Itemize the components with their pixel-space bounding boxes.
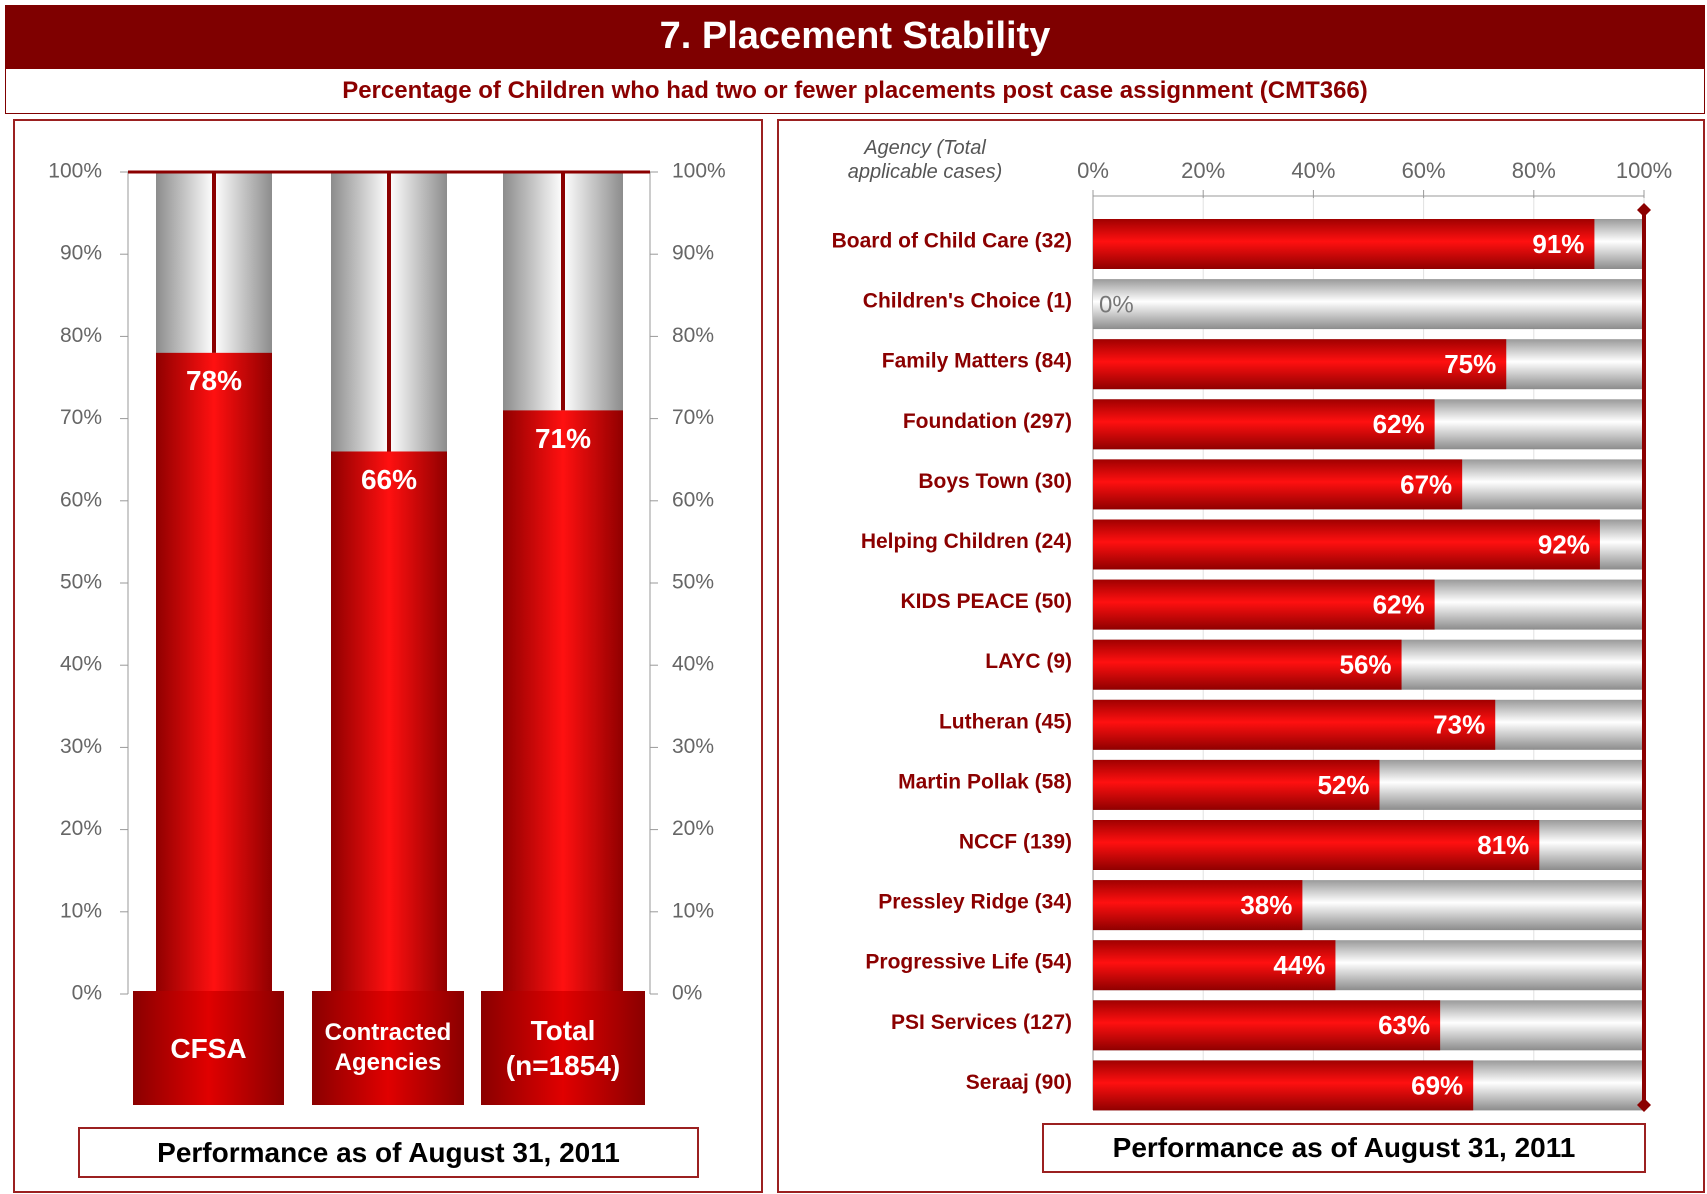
category-label: LAYC (9): [985, 650, 1072, 673]
value-label: 0%: [1099, 291, 1134, 318]
value-label: 62%: [1373, 589, 1425, 619]
bar: [503, 410, 623, 994]
subtitle: Percentage of Children who had two or fe…: [5, 68, 1705, 114]
y-tick-label: 30%: [60, 735, 102, 758]
category-label: NCCF (139): [959, 831, 1072, 854]
y-tick-label: 90%: [60, 242, 102, 265]
y2-tick-label: 30%: [672, 735, 714, 758]
category-label: Seraaj (90): [966, 1071, 1072, 1094]
value-label: 63%: [1378, 1010, 1430, 1040]
y-tick-label: 50%: [60, 571, 102, 594]
diamond: [1637, 203, 1651, 217]
value-label: 69%: [1411, 1070, 1463, 1100]
value-label: 67%: [1400, 469, 1452, 499]
bar-background: [1093, 279, 1644, 330]
y2-tick-label: 60%: [672, 488, 714, 511]
x-tick-label: 0%: [1077, 158, 1109, 183]
bar: [1093, 880, 1303, 931]
y2-tick-label: 0%: [672, 982, 702, 1005]
bar: [1093, 940, 1336, 991]
footnote: Performance as of August 31, 2011: [1042, 1123, 1646, 1173]
y2-tick-label: 50%: [672, 571, 714, 594]
category-label: Children's Choice (1): [863, 290, 1072, 313]
bar: [1093, 759, 1380, 810]
bar: [1093, 219, 1595, 269]
x-tick-label: 40%: [1291, 158, 1335, 183]
category-label: Foundation (297): [903, 410, 1072, 433]
bar: [1093, 579, 1435, 630]
category-label: CFSA: [133, 991, 284, 1105]
bar: [1093, 1060, 1474, 1111]
y2-tick-label: 70%: [672, 406, 714, 429]
bar: [1093, 339, 1507, 390]
category-label: KIDS PEACE (50): [900, 590, 1072, 613]
value-label: 52%: [1317, 770, 1369, 800]
y2-tick-label: 80%: [672, 324, 714, 347]
y-tick-label: 20%: [60, 817, 102, 840]
value-label: 92%: [1538, 529, 1590, 559]
bar: [156, 352, 272, 995]
y-axis-label: Agency (Total applicable cases): [847, 137, 1003, 183]
bar: [1093, 820, 1540, 870]
y2-tick-label: 20%: [672, 817, 714, 840]
value-label: 73%: [1433, 710, 1485, 740]
category-label: Contracted Agencies: [312, 991, 464, 1105]
bar: [1093, 519, 1600, 570]
value-label: 62%: [1373, 409, 1425, 439]
value-label: 81%: [1477, 830, 1529, 860]
diamond: [1637, 1098, 1651, 1112]
bar: [1093, 1000, 1441, 1051]
left-panel: [13, 119, 763, 1193]
x-tick-label: 60%: [1402, 158, 1446, 183]
value-label: 91%: [1532, 229, 1584, 259]
y2-tick-label: 100%: [672, 160, 726, 183]
value-label: 71%: [535, 423, 591, 454]
y2-tick-label: 90%: [672, 242, 714, 265]
category-label: Martin Pollak (58): [898, 770, 1072, 793]
bar: [1093, 459, 1463, 510]
category-label: Pressley Ridge (34): [878, 891, 1072, 914]
category-label: Progressive Life (54): [865, 951, 1072, 974]
category-label: Lutheran (45): [939, 710, 1072, 733]
y-tick-label: 10%: [60, 899, 102, 922]
title: 7. Placement Stability: [5, 5, 1705, 68]
category-label: Board of Child Care (32): [832, 230, 1072, 253]
y-tick-label: 100%: [48, 160, 102, 183]
footnote: Performance as of August 31, 2011: [78, 1127, 699, 1178]
category-label: Family Matters (84): [882, 350, 1072, 373]
value-label: 66%: [361, 464, 417, 495]
y-tick-label: 80%: [60, 324, 102, 347]
value-label: 78%: [186, 365, 242, 396]
category-label: Boys Town (30): [918, 470, 1072, 493]
category-label: Helping Children (24): [861, 530, 1072, 553]
bar: [1093, 699, 1496, 750]
y2-tick-label: 40%: [672, 653, 714, 676]
x-tick-label: 100%: [1616, 158, 1672, 183]
value-label: 75%: [1444, 349, 1496, 379]
y-tick-label: 60%: [60, 488, 102, 511]
y2-tick-label: 10%: [672, 899, 714, 922]
y-tick-label: 0%: [72, 982, 102, 1005]
y-tick-label: 40%: [60, 653, 102, 676]
y-tick-label: 70%: [60, 406, 102, 429]
value-label: 56%: [1340, 650, 1392, 680]
right-panel: [777, 119, 1705, 1193]
x-tick-label: 80%: [1512, 158, 1556, 183]
value-label: 38%: [1240, 890, 1292, 920]
category-label: PSI Services (127): [891, 1011, 1072, 1034]
bar: [1093, 399, 1435, 450]
value-label: 44%: [1273, 950, 1325, 980]
bar: [331, 451, 447, 995]
category-label: Total (n=1854): [481, 991, 645, 1105]
x-tick-label: 20%: [1181, 158, 1225, 183]
bar: [1093, 639, 1402, 690]
